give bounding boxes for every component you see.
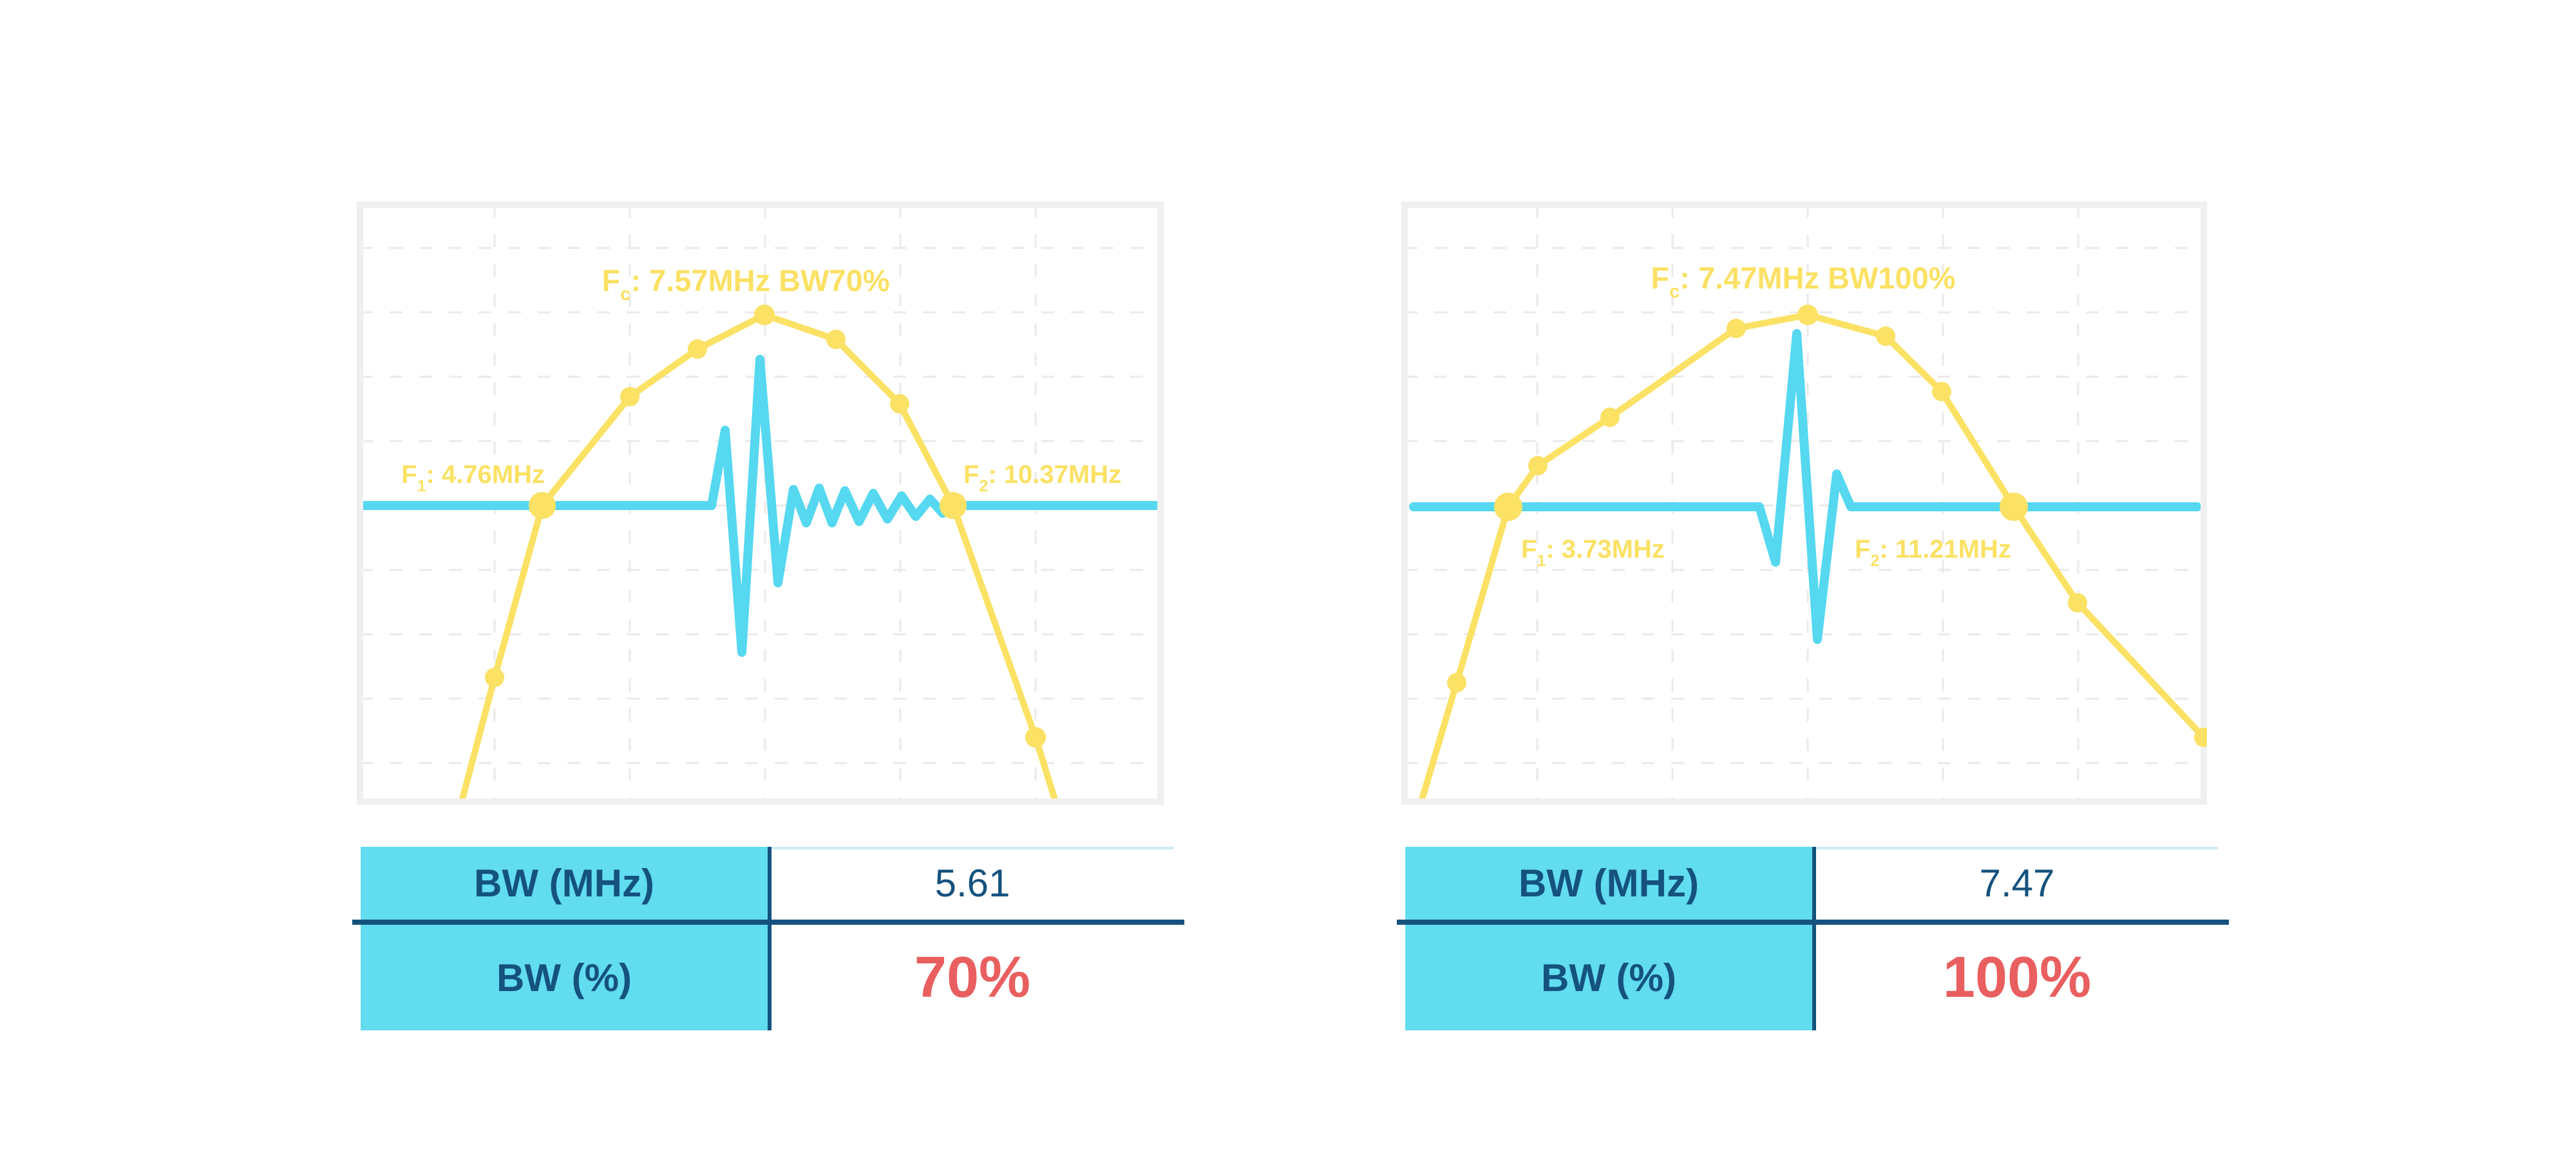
bw-pct-label: BW (%) (1541, 956, 1676, 999)
spectrum-chart-bw70: Fc: 7.57MHz BW70% F1: 4.76MHz F2: 10.37M… (357, 202, 1164, 805)
data-point-marker (1494, 493, 1522, 521)
pulse-waveform (1409, 329, 2202, 644)
spectrum-curve (1417, 312, 2207, 805)
data-point-marker (2194, 728, 2207, 747)
data-point-marker (826, 330, 846, 349)
data-point-marker (1932, 382, 1951, 401)
bw-mhz-label: BW (MHz) (1519, 862, 1699, 905)
f1-label: F1: 4.76MHz (401, 460, 545, 495)
bw-pct-value: 100% (1942, 945, 2092, 1010)
chart-title: Fc: 7.47MHz BW100% (1651, 261, 1955, 302)
bw-table-bw70: BW (MHz) 5.61 BW (%) 70% (352, 846, 1184, 1032)
f1-label: F1: 3.73MHz (1521, 535, 1665, 570)
f2-label: F2: 10.37MHz (963, 460, 1121, 495)
spectrum-chart-bw100: Fc: 7.47MHz BW100% F1: 3.73MHz F2: 11.21… (1401, 202, 2207, 805)
chart-border (357, 202, 1164, 805)
data-point-marker (485, 668, 504, 687)
data-point-marker (2068, 593, 2087, 612)
data-point-marker (1876, 326, 1895, 346)
f2-label: F2: 11.21MHz (1855, 535, 2011, 570)
bw-pct-label: BW (%) (497, 956, 632, 999)
data-point-marker (1447, 673, 1466, 692)
pulse-waveform (359, 355, 1162, 657)
data-point-marker (2000, 493, 2028, 521)
data-point-marker (890, 394, 909, 413)
bw-mhz-value: 7.47 (1979, 862, 2055, 905)
bw-mhz-value: 5.61 (934, 862, 1010, 905)
value-column-topline (1816, 847, 2218, 849)
column-divider (1812, 847, 1816, 1030)
spectrum-markers (485, 305, 1046, 748)
spectrum-markers (1447, 305, 2207, 747)
data-point-marker (529, 492, 556, 519)
bw-pct-value: 70% (914, 945, 1031, 1010)
column-divider (768, 847, 772, 1030)
data-point-marker (688, 339, 707, 359)
data-point-marker (1797, 305, 1818, 325)
data-point-marker (754, 305, 775, 325)
bw-table-bw100: BW (MHz) 7.47 BW (%) 100% (1397, 846, 2229, 1032)
chart-border (1401, 202, 2207, 805)
data-point-marker (620, 387, 639, 406)
bw-mhz-label: BW (MHz) (474, 862, 654, 905)
chart-title: Fc: 7.57MHz BW70% (601, 263, 889, 305)
data-point-marker (1528, 456, 1548, 475)
data-point-marker (940, 492, 967, 519)
value-column-topline (772, 847, 1173, 849)
data-point-marker (1025, 727, 1046, 748)
data-point-marker (1727, 319, 1746, 338)
data-point-marker (1600, 408, 1620, 427)
label-column-background (361, 847, 768, 1030)
label-column-background (1405, 847, 1812, 1030)
